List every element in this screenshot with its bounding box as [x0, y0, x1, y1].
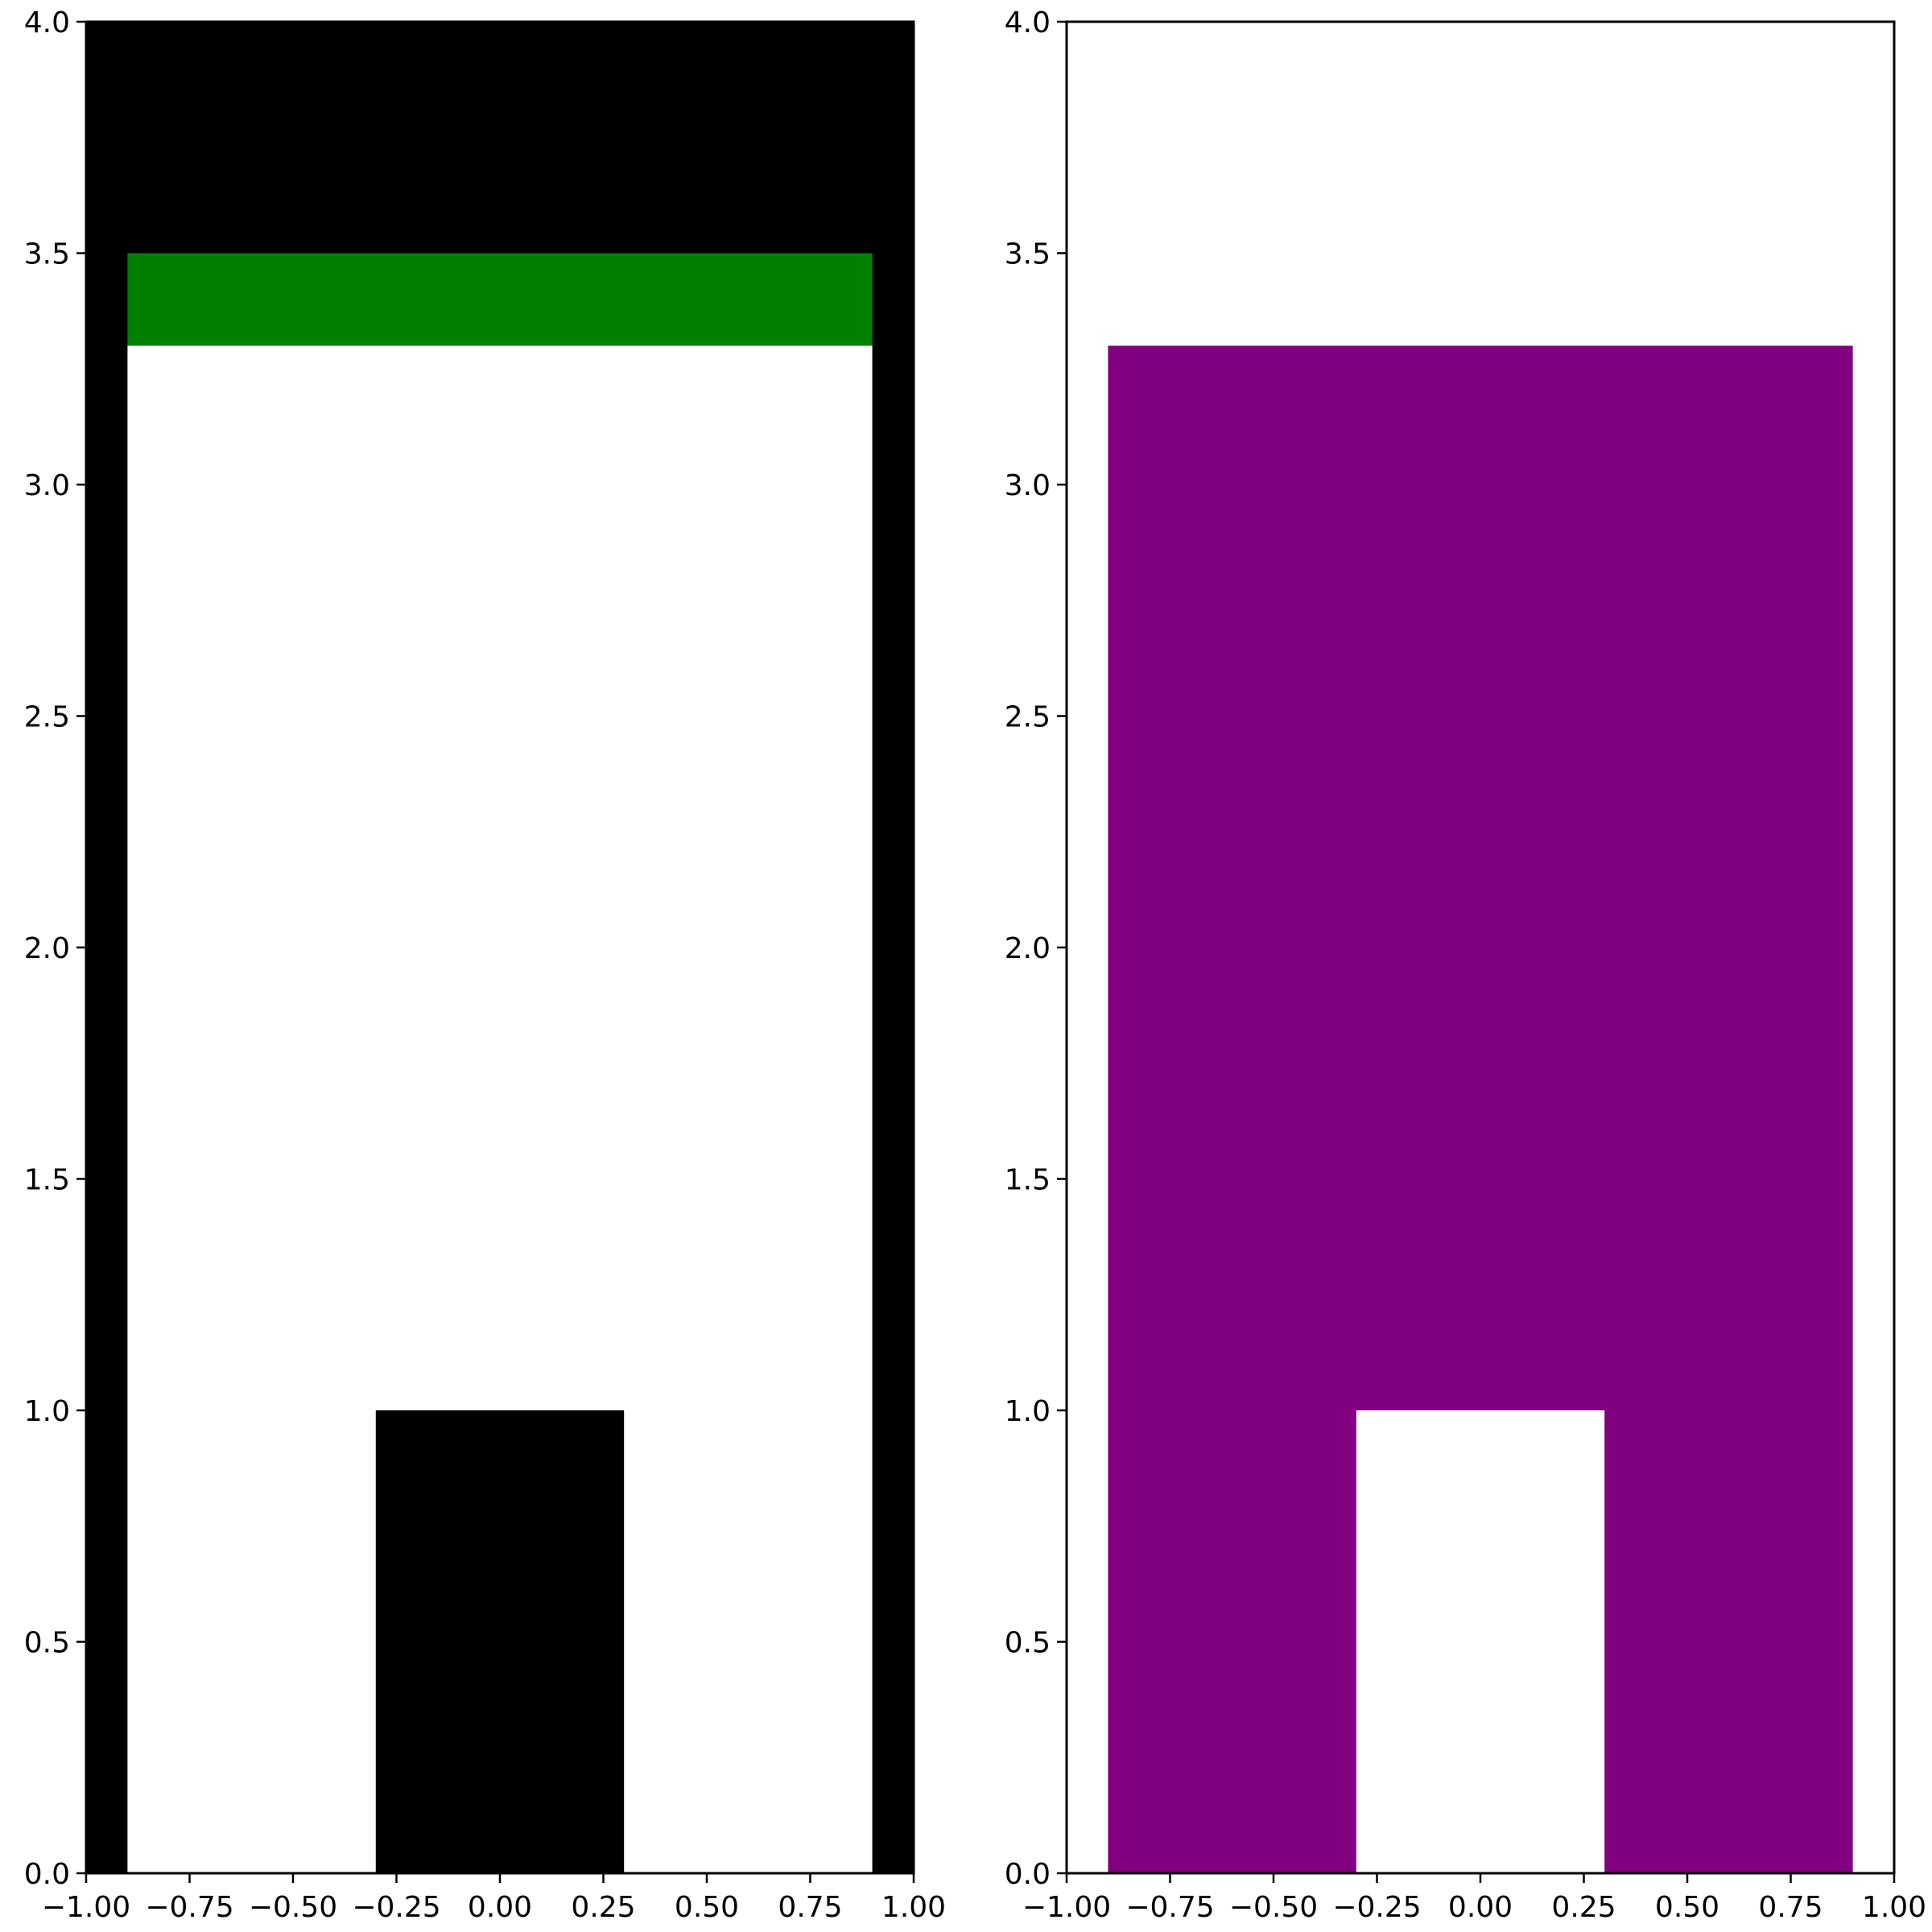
- y-tick-label: 3.0: [1005, 469, 1051, 502]
- y-tick-label: 2.5: [24, 701, 70, 734]
- y-tick-label: 0.5: [1005, 1627, 1051, 1660]
- y-tick-label: 1.0: [1005, 1395, 1051, 1428]
- center-white-block: [1356, 1410, 1605, 1873]
- green-band: [127, 253, 873, 346]
- x-tick-label: −0.75: [1125, 1891, 1214, 1924]
- y-tick-label: 3.5: [24, 238, 70, 271]
- center-black-block: [375, 1410, 625, 1873]
- x-tick-label: 1.00: [881, 1891, 946, 1924]
- x-tick-label: −0.25: [1332, 1891, 1421, 1924]
- x-tick-label: 0.75: [778, 1891, 842, 1924]
- x-tick-label: 0.75: [1758, 1891, 1823, 1924]
- x-tick-label: 0.00: [468, 1891, 532, 1924]
- x-tick-label: 0.25: [571, 1891, 635, 1924]
- x-tick-label: 0.25: [1551, 1891, 1616, 1924]
- x-tick-label: −1.00: [42, 1891, 130, 1924]
- x-tick-label: 0.50: [675, 1891, 739, 1924]
- left-chart-panel: −1.00 −0.75 −0.50 −0.25 0.00 0.25 0.50 0.75 1.00…: [24, 6, 946, 1924]
- y-tick-label: 2.0: [1005, 932, 1051, 965]
- y-tick-label: 1.0: [24, 1395, 70, 1428]
- y-tick-label: 4.0: [1005, 6, 1051, 39]
- y-tick-label: 2.0: [24, 932, 70, 965]
- x-tick-label: −1.00: [1022, 1891, 1111, 1924]
- y-tick-label: 1.5: [1005, 1164, 1051, 1197]
- y-tick-label: 4.0: [24, 6, 70, 39]
- right-chart-panel: −1.00 −0.75 −0.50 −0.25 0.00 0.25 0.50 0.75 1.00…: [1005, 6, 1926, 1924]
- y-tick-label: 0.0: [1005, 1858, 1051, 1891]
- y-tick-label: 1.5: [24, 1164, 70, 1197]
- y-tick-label: 0.0: [24, 1858, 70, 1891]
- x-tick-label: 0.50: [1655, 1891, 1719, 1924]
- y-tick-label: 0.5: [24, 1627, 70, 1660]
- y-tick-label: 3.0: [24, 469, 70, 502]
- y-tick-label: 2.5: [1005, 701, 1051, 734]
- x-tick-label: 0.00: [1448, 1891, 1513, 1924]
- x-tick-label: −0.50: [249, 1891, 337, 1924]
- x-tick-label: −0.75: [145, 1891, 233, 1924]
- x-tick-label: −0.25: [352, 1891, 440, 1924]
- x-tick-label: −0.50: [1229, 1891, 1318, 1924]
- y-tick-label: 3.5: [1005, 238, 1051, 271]
- x-tick-label: 1.00: [1862, 1891, 1926, 1924]
